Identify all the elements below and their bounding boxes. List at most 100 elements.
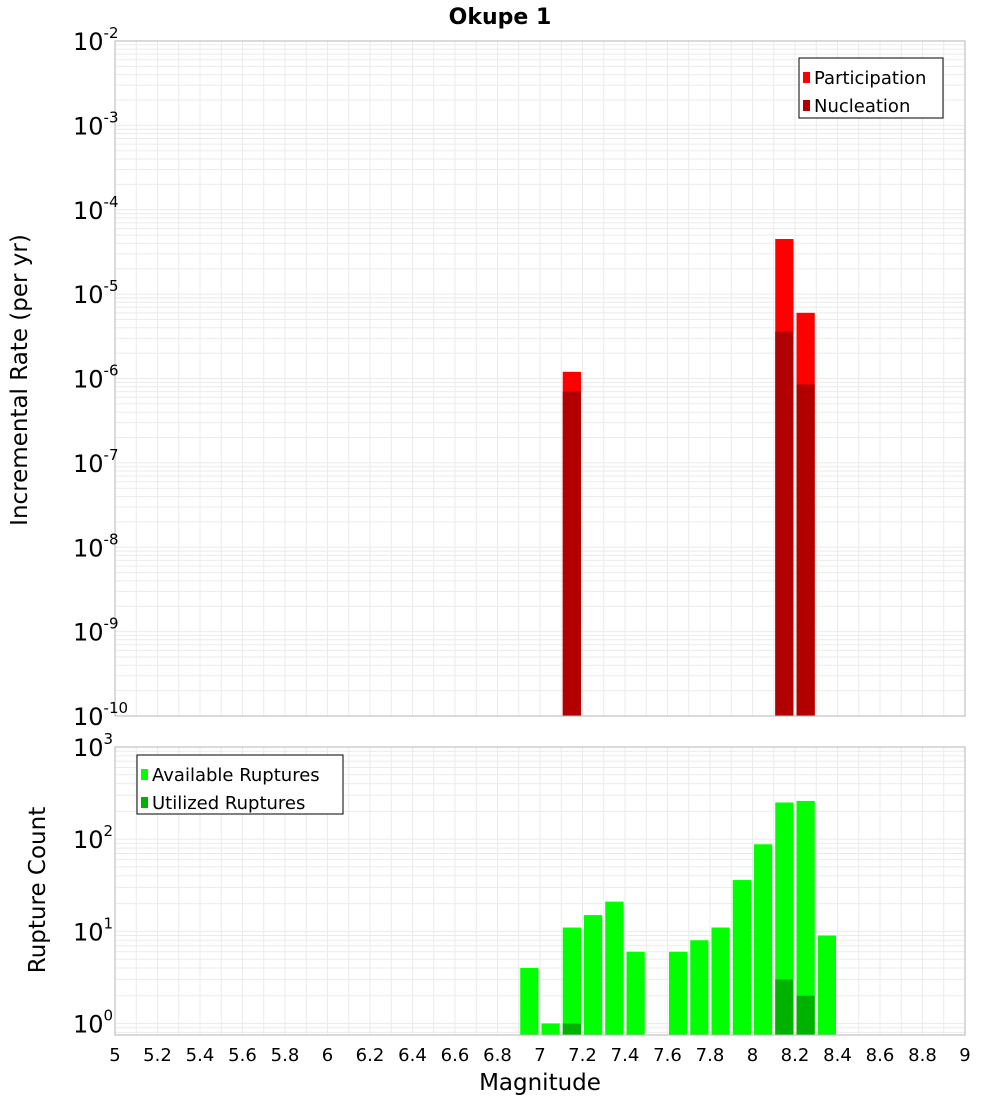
y-tick-exponent: -4: [104, 193, 119, 211]
x-tick-label: 5.6: [228, 1045, 257, 1066]
participation-legend-label: Participation: [814, 68, 926, 89]
available-ruptures-bar: [541, 1023, 560, 1035]
x-tick-label: 5.8: [271, 1045, 300, 1066]
x-tick-label: 5.4: [186, 1045, 215, 1066]
y-tick-label: 101: [73, 914, 113, 946]
y-tick-label: 103: [73, 730, 113, 762]
nucleation-legend-label: Nucleation: [814, 96, 910, 117]
y-tick-base: 10: [73, 826, 104, 854]
y-tick-base: 10: [73, 703, 104, 731]
x-tick-label: 5: [109, 1045, 120, 1066]
y-tick-exponent: -7: [104, 446, 119, 464]
y-tick-base: 10: [73, 366, 104, 394]
available-ruptures-bar: [817, 935, 836, 1035]
available-ruptures-bar: [520, 967, 539, 1035]
x-tick-label: 8.4: [823, 1045, 852, 1066]
y-tick-label: 100: [73, 1006, 113, 1038]
x-axis-ticks: 5 5.2 5.4 5.6 5.8 6 6.2 6.4 6.6 6.8 7 7.2 7.4 7.6 7.8 8…: [109, 1045, 970, 1066]
chart-title: Okupe 1: [449, 5, 552, 30]
y-tick-base: 10: [73, 197, 104, 225]
x-tick-label: 8: [747, 1045, 758, 1066]
x-tick-label: 7: [534, 1045, 545, 1066]
available-ruptures-bar: [732, 880, 751, 1035]
x-tick-label: 5.2: [143, 1045, 172, 1066]
incremental-rate-grid: [114, 40, 966, 717]
x-tick-label: 6.6: [441, 1045, 470, 1066]
incremental-rate-bars: [562, 239, 815, 716]
y-tick-base: 10: [73, 918, 104, 946]
utilized-ruptures-legend-label: Utilized Ruptures: [152, 793, 305, 814]
y-tick-base: 10: [73, 112, 104, 140]
y-tick-base: 10: [73, 281, 104, 309]
available-ruptures-bar: [626, 951, 645, 1035]
rupture-count-axis-label: Rupture Count: [25, 807, 51, 973]
available-ruptures-bar: [711, 927, 730, 1035]
x-tick-label: 6: [322, 1045, 333, 1066]
y-tick-label: 10-8: [73, 530, 119, 562]
y-tick-exponent: 0: [104, 1006, 114, 1024]
incremental-rate-frame: [114, 40, 966, 717]
available-ruptures-bar: [584, 915, 603, 1035]
x-tick-label: 7.6: [653, 1045, 682, 1066]
y-tick-exponent: -3: [104, 108, 119, 126]
rupture-count-frame: [114, 746, 966, 1036]
y-tick-label: 10-5: [73, 277, 119, 309]
x-tick-label: 6.8: [483, 1045, 512, 1066]
available-ruptures-bar: [690, 940, 709, 1035]
available-ruptures-bar: [754, 844, 773, 1035]
rupture-count-bars: [520, 800, 836, 1035]
utilized-ruptures-swatch: [141, 797, 148, 808]
available-ruptures-bar: [669, 951, 688, 1035]
nucleation-bar: [796, 384, 815, 716]
count-legend: Available Ruptures Utilized Ruptures: [136, 754, 344, 815]
nucleation-bar: [775, 331, 794, 716]
y-tick-label: 10-10: [73, 699, 128, 731]
y-tick-exponent: 1: [104, 914, 114, 932]
y-tick-label: 10-2: [73, 24, 119, 56]
y-tick-base: 10: [73, 534, 104, 562]
y-tick-base: 10: [73, 1010, 104, 1038]
available-ruptures-legend-label: Available Ruptures: [152, 765, 320, 786]
magnitude-axis-label: Magnitude: [479, 1070, 601, 1096]
y-tick-base: 10: [73, 734, 104, 762]
x-tick-label: 8.8: [908, 1045, 937, 1066]
utilized-ruptures-bar: [796, 995, 815, 1035]
y-tick-exponent: 2: [104, 822, 114, 840]
x-tick-label: 6.4: [398, 1045, 427, 1066]
utilized-ruptures-bar: [562, 1023, 581, 1035]
utilized-ruptures-bar: [775, 979, 794, 1035]
available-ruptures-bar: [796, 800, 815, 1035]
available-ruptures-bar: [605, 901, 624, 1035]
x-tick-label: 8.6: [866, 1045, 895, 1066]
count-legend-box: [136, 754, 344, 815]
y-tick-exponent: -2: [104, 24, 119, 42]
available-ruptures-bar: [562, 927, 581, 1035]
y-tick-label: 10-3: [73, 108, 119, 140]
rate-legend: Participation Nucleation: [798, 57, 944, 119]
rate-legend-box: [798, 57, 944, 119]
x-tick-label: 9: [959, 1045, 970, 1066]
y-tick-exponent: -8: [104, 530, 119, 548]
y-tick-label: 102: [73, 822, 113, 854]
x-tick-label: 8.2: [781, 1045, 810, 1066]
y-tick-exponent: -6: [104, 362, 119, 380]
y-tick-label: 10-7: [73, 446, 119, 478]
y-tick-base: 10: [73, 619, 104, 647]
x-tick-label: 7.4: [611, 1045, 640, 1066]
y-tick-base: 10: [73, 28, 104, 56]
y-tick-label: 10-4: [73, 193, 119, 225]
y-tick-base: 10: [73, 450, 104, 478]
incremental-rate-axis-label: Incremental Rate (per yr): [7, 234, 33, 526]
y-tick-exponent: -5: [104, 277, 119, 295]
nucleation-bar: [562, 391, 581, 716]
y-tick-label: 10-6: [73, 362, 119, 394]
x-tick-label: 7.2: [568, 1045, 597, 1066]
y-tick-label: 10-9: [73, 615, 119, 647]
incremental-rate-panel: 10-210-310-410-510-610-710-810-910-10Par…: [73, 24, 966, 731]
y-tick-exponent: -10: [104, 699, 129, 717]
x-tick-label: 7.8: [696, 1045, 725, 1066]
participation-swatch: [803, 72, 810, 83]
